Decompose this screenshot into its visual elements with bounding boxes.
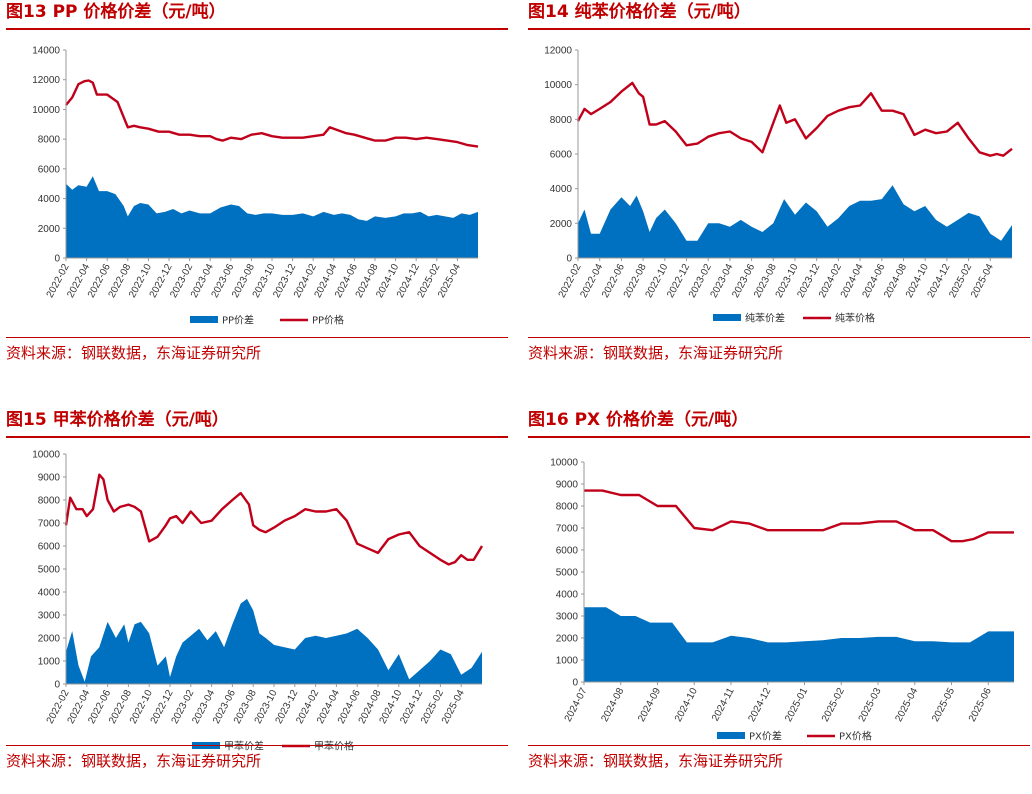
- y-tick-label: 8000: [38, 135, 61, 146]
- legend-label-price: 甲苯价格: [314, 740, 354, 753]
- source-note: 资料来源：钢联数据，东海证券研究所: [528, 344, 784, 362]
- y-tick-label: 0: [572, 678, 578, 689]
- price-line: [584, 489, 1014, 543]
- price-line: [576, 81, 1013, 157]
- title-divider: [6, 28, 508, 30]
- y-tick-label: 2000: [556, 634, 579, 645]
- title-divider: [6, 436, 508, 438]
- benzene-price-spread-chart: 0200040006000800010000120002022-022022-0…: [544, 46, 1013, 325]
- x-tick-label: 2025-02: [820, 686, 847, 724]
- legend-swatch-spread: [190, 316, 218, 323]
- x-tick-label: 2025-05: [930, 686, 957, 724]
- source-divider: [6, 337, 508, 338]
- toluene-price-spread-chart: 0 1000 2000 3000 4000 5000 6000 7000 8000 9000 100…: [32, 450, 484, 753]
- y-tick-label: 8000: [38, 496, 61, 507]
- chart-panel-13: 图13 PP 价格价差（元/吨） 0 2000 4000 6000 8000 10000 1…: [6, 0, 508, 386]
- price-line: [65, 79, 479, 148]
- px-price-spread-chart: 0 1000 2000 3000 4000 5000 6000 7000 8000 9000 100…: [550, 458, 1014, 743]
- x-tick-label: 2024-09: [636, 686, 663, 724]
- pp-price-spread-chart: 020004000600080001000012000140002022-022…: [32, 46, 479, 327]
- y-tick-label: 1000: [556, 656, 579, 667]
- y-tick-label: 6000: [38, 542, 61, 553]
- legend-label-spread: PP价差: [222, 314, 254, 327]
- chart-panel-16: 图16 PX 价格价差（元/吨） 0 1000 2000 3000 4000 5000 60…: [528, 408, 1030, 794]
- price-line: [64, 473, 484, 566]
- legend-label-price: PX价格: [839, 730, 872, 743]
- title-divider: [528, 28, 1030, 30]
- spread-area: [66, 598, 482, 684]
- y-tick-label: 10000: [550, 458, 578, 469]
- y-tick-label: 0: [566, 254, 572, 265]
- y-tick-label: 3000: [38, 611, 61, 622]
- x-tick-label: 2024-10: [673, 686, 700, 724]
- y-tick-label: 4000: [38, 194, 61, 205]
- chart-panel-14: 图14 纯苯价格价差（元/吨） 0 2000 4000 6000 8000 10000 12…: [528, 0, 1030, 386]
- y-tick-label: 9000: [556, 480, 579, 491]
- x-tick-label: 2025-01: [783, 686, 810, 724]
- x-tick-label: 2025-04: [893, 686, 920, 724]
- y-tick-label: 7000: [556, 524, 579, 535]
- chart-title: 图14 纯苯价格价差（元/吨）: [528, 2, 751, 22]
- spread-area: [584, 607, 1014, 682]
- y-tick-label: 2000: [38, 224, 61, 235]
- chart-title: 图15 甲苯价格价差（元/吨）: [6, 410, 229, 430]
- spread-area: [66, 176, 478, 258]
- chart-title: 图13 PP 价格价差（元/吨）: [6, 2, 226, 22]
- legend-swatch-spread: [713, 314, 741, 321]
- legend-label-spread: 甲苯价差: [224, 740, 264, 753]
- y-tick-label: 4000: [38, 588, 61, 599]
- spread-area: [578, 185, 1012, 258]
- y-tick-label: 4000: [556, 590, 579, 601]
- y-tick-label: 6000: [556, 546, 579, 557]
- legend-label-spread: PX价差: [749, 730, 782, 743]
- y-tick-label: 12000: [544, 46, 572, 57]
- y-tick-label: 8000: [550, 115, 573, 126]
- y-tick-label: 3000: [556, 612, 579, 623]
- legend-label-spread: 纯苯价差: [745, 312, 785, 325]
- y-tick-label: 0: [54, 254, 60, 265]
- y-tick-label: 10000: [32, 105, 60, 116]
- x-tick-label: 2025-03: [857, 686, 884, 724]
- y-tick-label: 4000: [550, 184, 573, 195]
- source-note: 资料来源：钢联数据，东海证券研究所: [6, 752, 262, 770]
- y-tick-label: 7000: [38, 519, 61, 530]
- y-tick-label: 5000: [38, 565, 61, 576]
- y-tick-label: 5000: [556, 568, 579, 579]
- y-tick-label: 8000: [556, 502, 579, 513]
- x-tick-label: 2024-11: [710, 686, 737, 723]
- y-tick-label: 2000: [550, 219, 573, 230]
- source-note: 资料来源：钢联数据，东海证券研究所: [6, 344, 262, 362]
- y-tick-label: 9000: [38, 473, 61, 484]
- legend-label-price: 纯苯价格: [835, 312, 875, 325]
- source-divider: [6, 745, 508, 746]
- chart-panel-15: 图15 甲苯价格价差（元/吨） 0 1000 2000 3000 4000 5000 600…: [6, 408, 508, 794]
- source-divider: [528, 337, 1030, 338]
- y-tick-label: 10000: [32, 450, 60, 461]
- y-tick-label: 6000: [550, 150, 573, 161]
- x-tick-label: 2024-12: [746, 686, 773, 724]
- source-note: 资料来源：钢联数据，东海证券研究所: [528, 752, 784, 770]
- source-divider: [528, 745, 1030, 746]
- legend-swatch-spread: [717, 732, 745, 739]
- x-tick-label: 2024-08: [599, 686, 626, 724]
- y-tick-label: 10000: [544, 80, 572, 91]
- y-tick-label: 6000: [38, 164, 61, 175]
- legend-label-price: PP价格: [312, 314, 344, 327]
- y-tick-label: 1000: [38, 657, 61, 668]
- x-tick-label: 2025-06: [967, 686, 994, 724]
- y-tick-label: 0: [54, 680, 60, 691]
- chart-title: 图16 PX 价格价差（元/吨）: [528, 410, 749, 430]
- y-tick-label: 14000: [32, 46, 60, 57]
- title-divider: [528, 436, 1030, 438]
- y-tick-label: 12000: [32, 75, 60, 86]
- x-tick-label: 2024-07: [563, 686, 590, 724]
- y-tick-label: 2000: [38, 634, 61, 645]
